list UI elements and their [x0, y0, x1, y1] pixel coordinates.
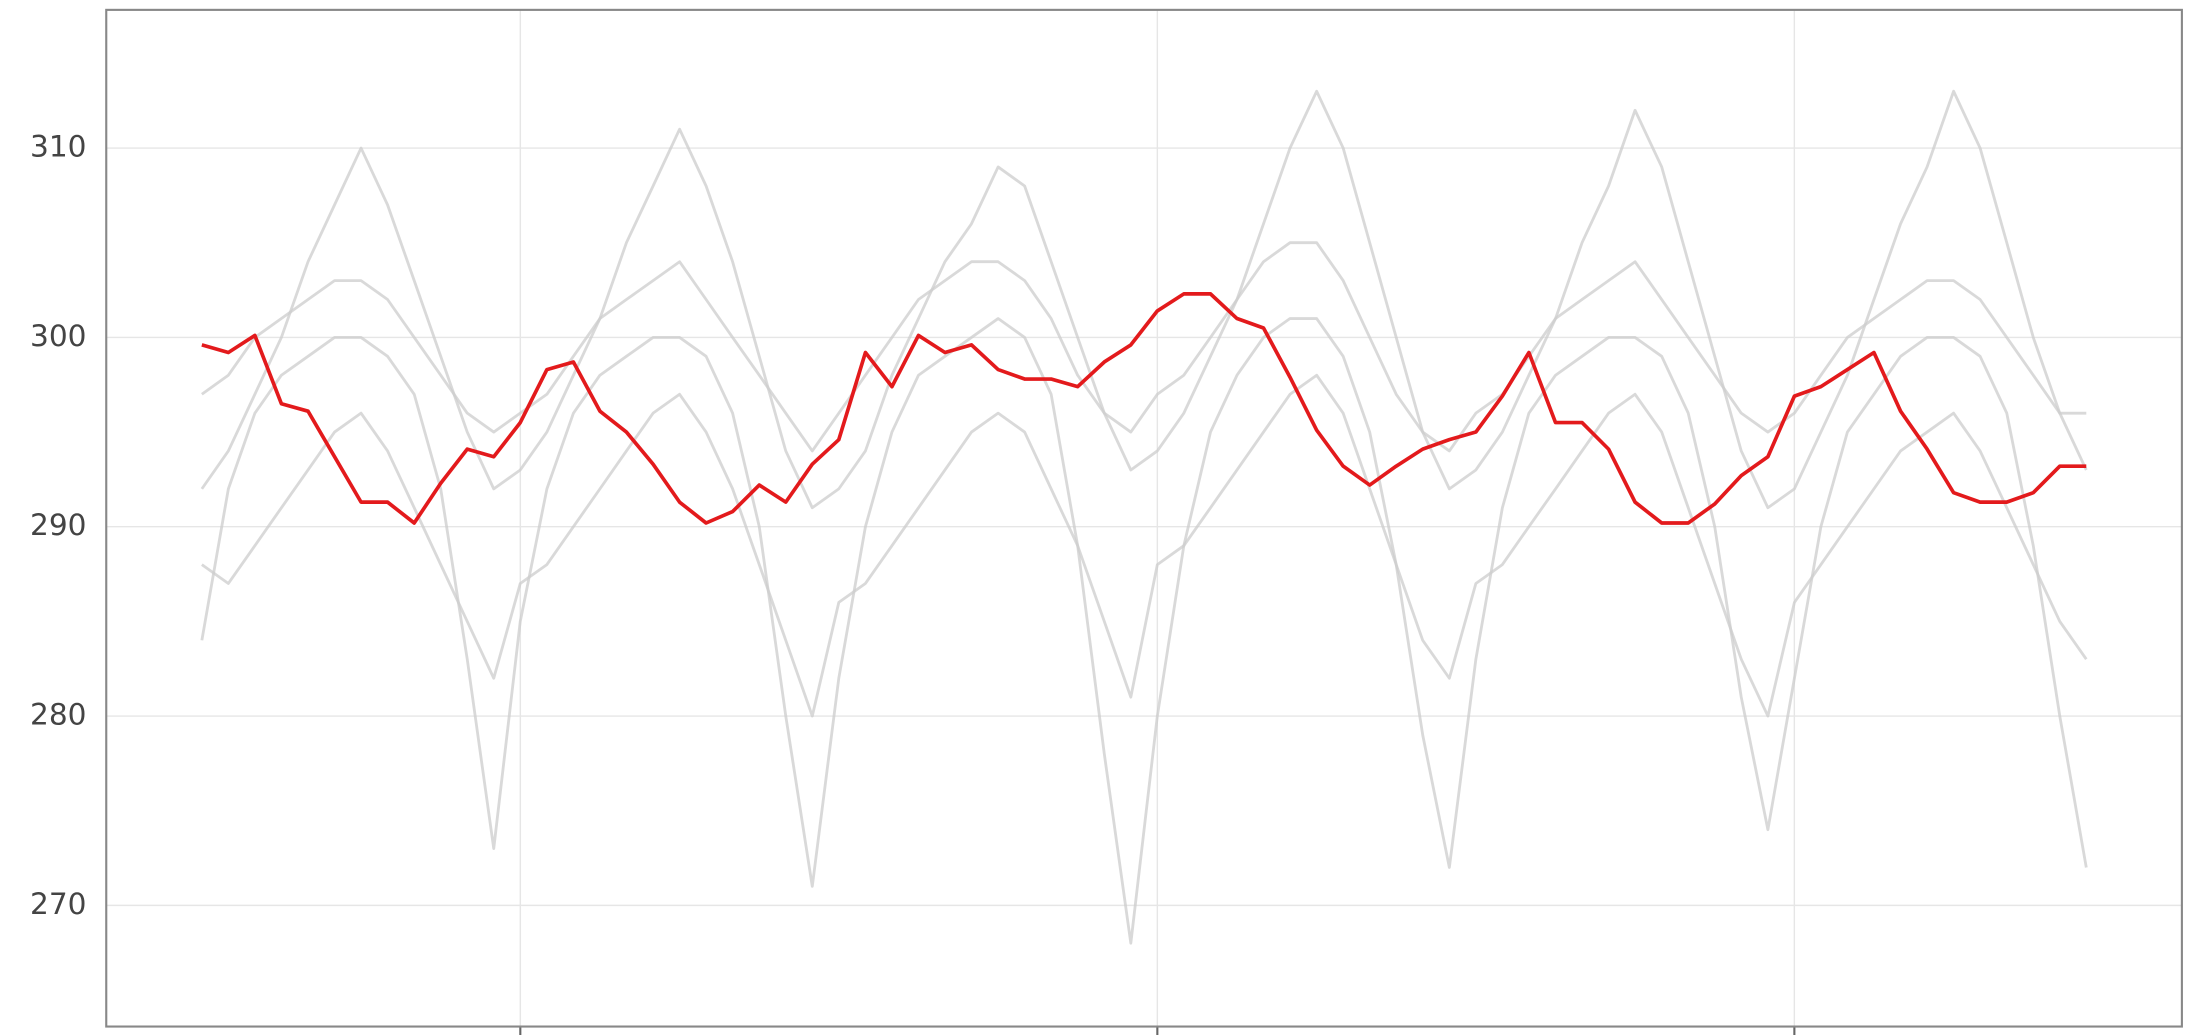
y-tick-label: 300 — [30, 319, 87, 353]
series-line — [201, 241, 2087, 453]
y-tick-label: 310 — [30, 130, 87, 164]
y-tick-label: 280 — [30, 698, 87, 732]
plot-frame — [105, 8, 2183, 1028]
series-line — [201, 373, 2088, 718]
y-tick-label: 290 — [30, 508, 87, 542]
series-line — [200, 89, 2088, 510]
y-tick-label: 270 — [30, 887, 87, 921]
series-line — [201, 292, 2087, 525]
series-line — [200, 317, 2088, 945]
plot-area — [106, 9, 2182, 1027]
